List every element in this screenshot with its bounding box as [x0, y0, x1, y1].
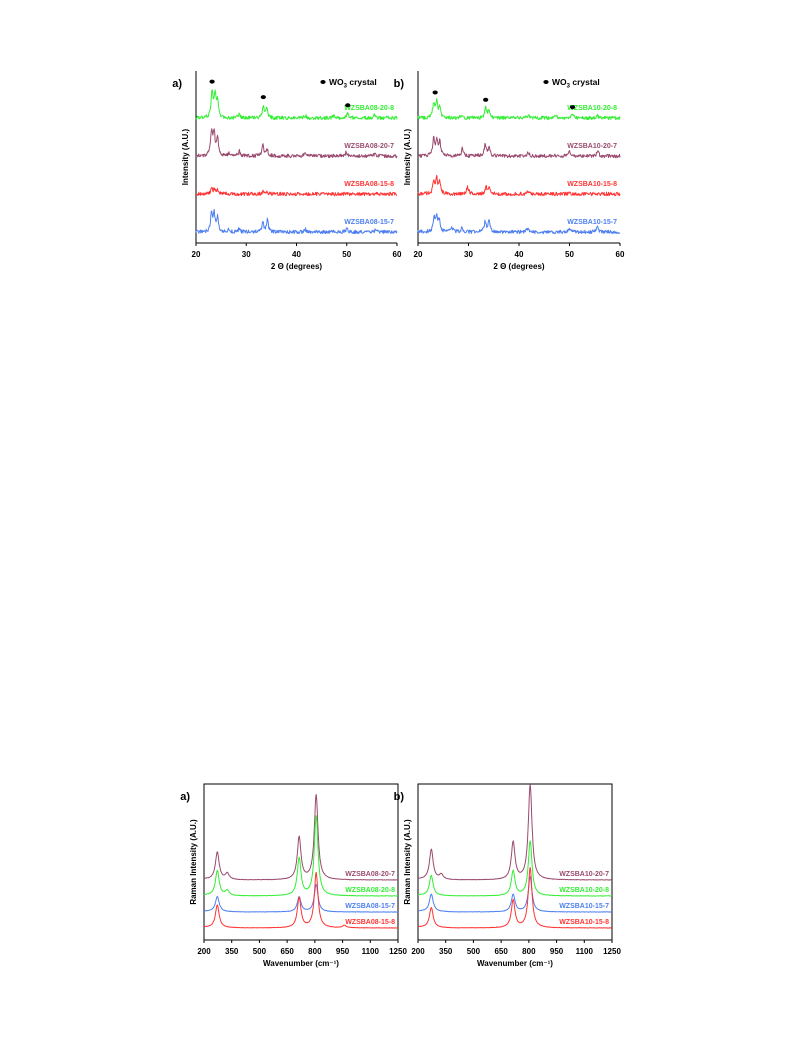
x-tick-label: 1100	[362, 947, 380, 956]
x-axis-title: Wavenumber (cm⁻¹)	[477, 959, 553, 968]
series-label: WZSBA10-15-7	[559, 903, 609, 910]
x-tick-label: 30	[242, 250, 251, 259]
series-line-wzsba08-15-7	[203, 884, 399, 913]
chart-panel-2: 20 30 40 50 60 2 Θ (degrees) Intensity (A.U.) b…	[394, 71, 625, 271]
legend-label: WO3 crystal	[329, 77, 377, 90]
x-tick-label: 40	[292, 250, 301, 259]
x-tick-label: 500	[467, 947, 481, 956]
panel-label: a)	[180, 791, 190, 803]
series-line-wzsba08-15-8	[195, 186, 397, 197]
wo3-peak-marker	[432, 90, 438, 95]
legend-marker	[320, 80, 326, 84]
chart-panel-4: 200 350 500 650 800 950 1100 1250 Wavenumber (cm…	[394, 783, 621, 968]
wo3-peak-marker	[260, 95, 266, 100]
x-tick-label: 650	[494, 947, 508, 956]
plot-frame	[417, 783, 613, 941]
series-label: WZSBA10-15-8	[559, 919, 609, 926]
panel-label: b)	[394, 791, 405, 803]
series-line-wzsba10-15-8	[417, 174, 621, 197]
x-tick-label: 200	[197, 947, 211, 956]
series-line-wzsba10-20-8	[417, 840, 612, 897]
series-line-wzsba08-15-8	[204, 871, 399, 929]
wo3-peak-marker	[345, 103, 351, 108]
series-line-wzsba08-15-7	[195, 208, 398, 235]
series-label: WZSBA10-20-7	[559, 871, 609, 878]
series-line-wzsba10-15-8	[417, 867, 613, 929]
series-line-wzsba08-20-7	[195, 128, 398, 159]
series-line-wzsba10-20-7	[418, 135, 621, 159]
series-label: WZSBA08-20-8	[345, 887, 395, 894]
x-tick-label: 950	[336, 947, 350, 956]
x-tick-label: 20	[414, 250, 423, 259]
x-tick-label: 1250	[603, 947, 621, 956]
chart-panel-1: 20 30 40 50 60 2 Θ (degrees) Intensity (A.U.) a…	[172, 71, 402, 271]
y-axis-title: Raman Intensity (A.U.)	[403, 819, 412, 905]
series-label: WZSBA10-15-7	[567, 219, 617, 226]
series-label: WZSBA08-20-7	[344, 143, 394, 150]
series-line-wzsba08-20-7	[204, 794, 399, 881]
x-tick-label: 650	[280, 947, 294, 956]
x-axis-title: Wavenumber (cm⁻¹)	[263, 959, 339, 968]
y-axis-title: Intensity (A.U.)	[181, 128, 190, 185]
legend-label-sub: 3	[567, 84, 571, 90]
x-tick-label: 1100	[576, 947, 594, 956]
x-tick-label: 20	[192, 250, 201, 259]
series-label: WZSBA10-15-8	[567, 181, 617, 188]
legend-label-suffix: crystal	[347, 77, 377, 87]
series-label: WZSBA10-20-8	[567, 105, 617, 112]
legend-label: WO3 crystal	[552, 77, 600, 90]
x-tick-label: 350	[439, 947, 453, 956]
x-tick-label: 500	[253, 947, 267, 956]
x-tick-label: 60	[393, 250, 402, 259]
series-label: WZSBA10-20-8	[559, 887, 609, 894]
x-tick-label: 950	[550, 947, 564, 956]
series-label: WZSBA08-15-8	[344, 181, 394, 188]
series-label: WZSBA08-15-8	[345, 919, 395, 926]
wo3-peak-marker	[209, 79, 215, 84]
series-label: WZSBA08-20-8	[344, 105, 394, 112]
panel-label: a)	[172, 78, 182, 90]
series-line-wzsba10-20-8	[417, 98, 621, 121]
x-axis-title: 2 Θ (degrees)	[493, 262, 544, 271]
legend-label-main: WO	[552, 77, 567, 87]
y-axis-title: Raman Intensity (A.U.)	[189, 819, 198, 905]
x-tick-label: 800	[522, 947, 536, 956]
series-line-wzsba08-20-8	[195, 89, 398, 121]
series-label: WZSBA08-15-7	[344, 219, 394, 226]
x-tick-label: 50	[565, 250, 574, 259]
series-label: WZSBA08-20-7	[345, 871, 395, 878]
x-tick-label: 50	[342, 250, 351, 259]
y-axis-title: Intensity (A.U.)	[403, 128, 412, 185]
x-tick-label: 200	[411, 947, 425, 956]
series-line-wzsba10-20-7	[417, 784, 613, 881]
panel-label: b)	[394, 78, 405, 90]
series-line-wzsba10-15-7	[418, 876, 613, 913]
x-axis-title: 2 Θ (degrees)	[271, 262, 322, 271]
legend-label-main: WO	[329, 77, 344, 87]
x-tick-label: 800	[308, 947, 322, 956]
legend-label-suffix: crystal	[570, 77, 600, 87]
x-tick-label: 1250	[389, 947, 407, 956]
series-line-wzsba10-15-7	[417, 213, 621, 235]
wo3-peak-marker	[483, 97, 489, 102]
wo3-peak-marker	[569, 105, 576, 110]
legend-marker	[543, 80, 549, 84]
x-tick-label: 60	[616, 250, 625, 259]
series-line-wzsba08-20-8	[203, 815, 399, 897]
legend-label-sub: 3	[344, 84, 348, 90]
x-tick-label: 40	[515, 250, 524, 259]
x-tick-label: 30	[464, 250, 473, 259]
chart-panel-3: 200 350 500 650 800 950 1100 1250 Wavenumber (cm…	[180, 783, 407, 968]
series-label: WZSBA10-20-7	[567, 143, 617, 150]
plot-frame	[203, 783, 399, 941]
x-tick-label: 350	[225, 947, 239, 956]
series-label: WZSBA08-15-7	[345, 903, 395, 910]
